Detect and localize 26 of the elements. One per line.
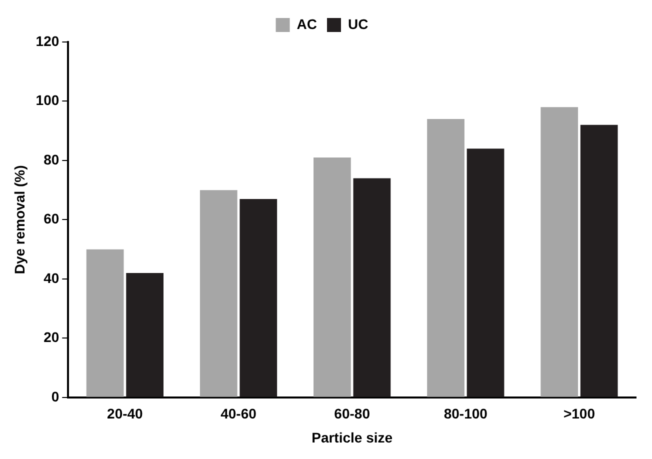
bar — [126, 273, 164, 397]
bar — [540, 107, 578, 397]
bar — [580, 124, 618, 397]
bar — [86, 249, 124, 397]
bar — [427, 119, 464, 397]
x-tick-label: >100 — [563, 406, 596, 422]
x-axis-title: Particle size — [312, 429, 393, 446]
y-tick-label: 120 — [36, 32, 60, 49]
y-tick-label: 60 — [44, 210, 60, 227]
y-tick-label: 80 — [44, 151, 60, 168]
y-tick-label: 0 — [51, 388, 60, 404]
x-tick-label: 20-40 — [107, 406, 144, 422]
bar — [200, 190, 238, 397]
bar — [466, 148, 504, 397]
y-tick-label: 20 — [44, 329, 60, 346]
legend-label: UC — [348, 16, 368, 32]
bar — [353, 178, 391, 397]
x-tick-label: 80-100 — [444, 406, 488, 422]
y-tick-label: 100 — [36, 92, 60, 108]
y-tick-label: 40 — [44, 270, 60, 286]
bar — [314, 158, 351, 397]
legend-label: AC — [296, 16, 318, 32]
bar — [240, 198, 278, 397]
x-tick-label: 40-60 — [220, 406, 257, 422]
x-tick-label: 60-80 — [334, 406, 370, 422]
y-axis-title: Dye removal (%) — [11, 165, 28, 274]
